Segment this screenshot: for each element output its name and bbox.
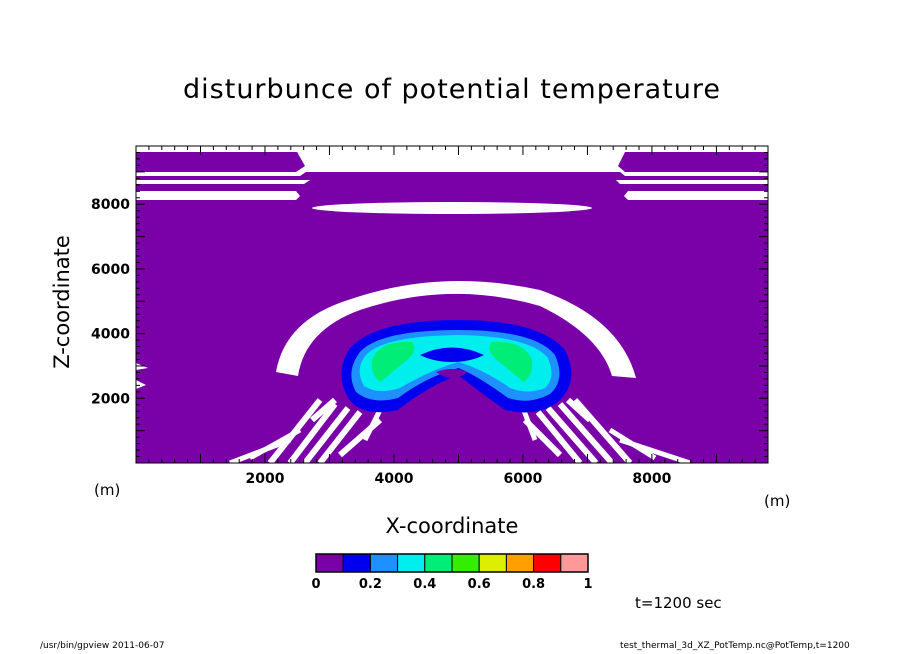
colorbar-swatch (451, 553, 480, 573)
footer-program-info: /usr/bin/gpview 2011-06-07 (40, 641, 165, 651)
colorbar-swatch (397, 553, 426, 573)
colorbar-swatch (315, 553, 344, 573)
gap-right-2 (616, 180, 768, 184)
wave-stripe-right (545, 406, 599, 465)
gap-center-ellipse (312, 202, 592, 214)
colorbar-label: 0.2 (359, 577, 382, 592)
x-axis-label-text: X-coordinate (385, 514, 519, 538)
wave-stripe-right (565, 397, 593, 423)
x-axis-label: X-coordinate (0, 514, 904, 538)
contour-level-0.4-right (489, 341, 533, 382)
colorbar-label: 0.6 (468, 577, 491, 592)
arch-gap-band (276, 281, 636, 378)
y-tick-label: 2000 (91, 391, 130, 407)
footer-file-info: test_thermal_3d_XZ_PotTemp.nc@PotTemp,t=… (620, 641, 850, 651)
colorbar-swatch (342, 553, 371, 573)
colorbar-swatch (560, 553, 589, 573)
wave-stripe-left (310, 397, 337, 423)
gap-right-3 (624, 191, 768, 200)
x-tick-label: 4000 (374, 471, 413, 487)
colorbar-label: 1 (583, 577, 592, 592)
gap-right-1 (620, 172, 768, 176)
colorbar-label: 0.8 (522, 577, 545, 592)
wave-stripe-right (557, 402, 615, 465)
x-tick-label: 6000 (503, 471, 542, 487)
chart-title: disturbunce of potential temperature (183, 74, 721, 105)
wave-stripe-right (535, 410, 583, 465)
y-axis-label: Z-coordinate (50, 235, 74, 369)
colorbar-frame (315, 553, 589, 573)
gap-left-edge-2 (136, 380, 146, 389)
x-tick-label: 8000 (632, 471, 671, 487)
y-axis-unit: (m) (94, 481, 121, 499)
wave-stripe-right (572, 398, 633, 465)
contour-level-0.4-left (371, 341, 415, 382)
y-tick-label: 6000 (91, 262, 130, 278)
contour-core-top (420, 347, 484, 362)
wave-stripe-right (619, 437, 691, 466)
wave-stripe-left (302, 406, 351, 465)
top-gap-center (296, 150, 626, 172)
gap-left-3 (136, 191, 300, 200)
wave-stripe-left (317, 410, 363, 465)
gap-left-edge-1 (136, 363, 148, 370)
time-annotation: t=1200 sec (635, 594, 722, 612)
gap-left-2 (136, 180, 310, 184)
wave-stripe-left (229, 437, 291, 466)
colorbar-swatch (478, 553, 507, 573)
gap-left-1 (136, 172, 306, 176)
x-tick-label: 2000 (245, 471, 284, 487)
contour-core-center (436, 369, 468, 378)
y-tick-label: 4000 (91, 327, 130, 343)
wave-stripe-left (287, 402, 338, 465)
x-axis-unit: (m) (764, 492, 791, 510)
colorbar-label: 0.4 (413, 577, 436, 592)
colorbar-swatch (505, 553, 535, 573)
colorbar-swatch (533, 553, 562, 573)
y-tick-label: 8000 (91, 197, 130, 213)
colorbar-swatch (369, 553, 399, 573)
plot-frame (135, 145, 769, 464)
colorbar-label: 0 (311, 577, 320, 592)
colorbar-swatch (424, 553, 453, 573)
